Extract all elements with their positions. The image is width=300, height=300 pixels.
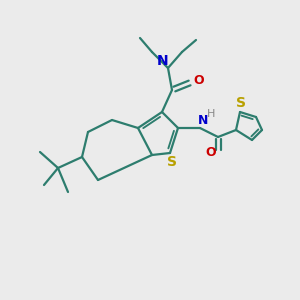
Text: S: S xyxy=(236,96,246,110)
Text: O: O xyxy=(206,146,216,160)
Text: N: N xyxy=(157,54,169,68)
Text: H: H xyxy=(207,109,215,119)
Text: S: S xyxy=(167,155,177,169)
Text: N: N xyxy=(198,113,208,127)
Text: O: O xyxy=(194,74,204,88)
